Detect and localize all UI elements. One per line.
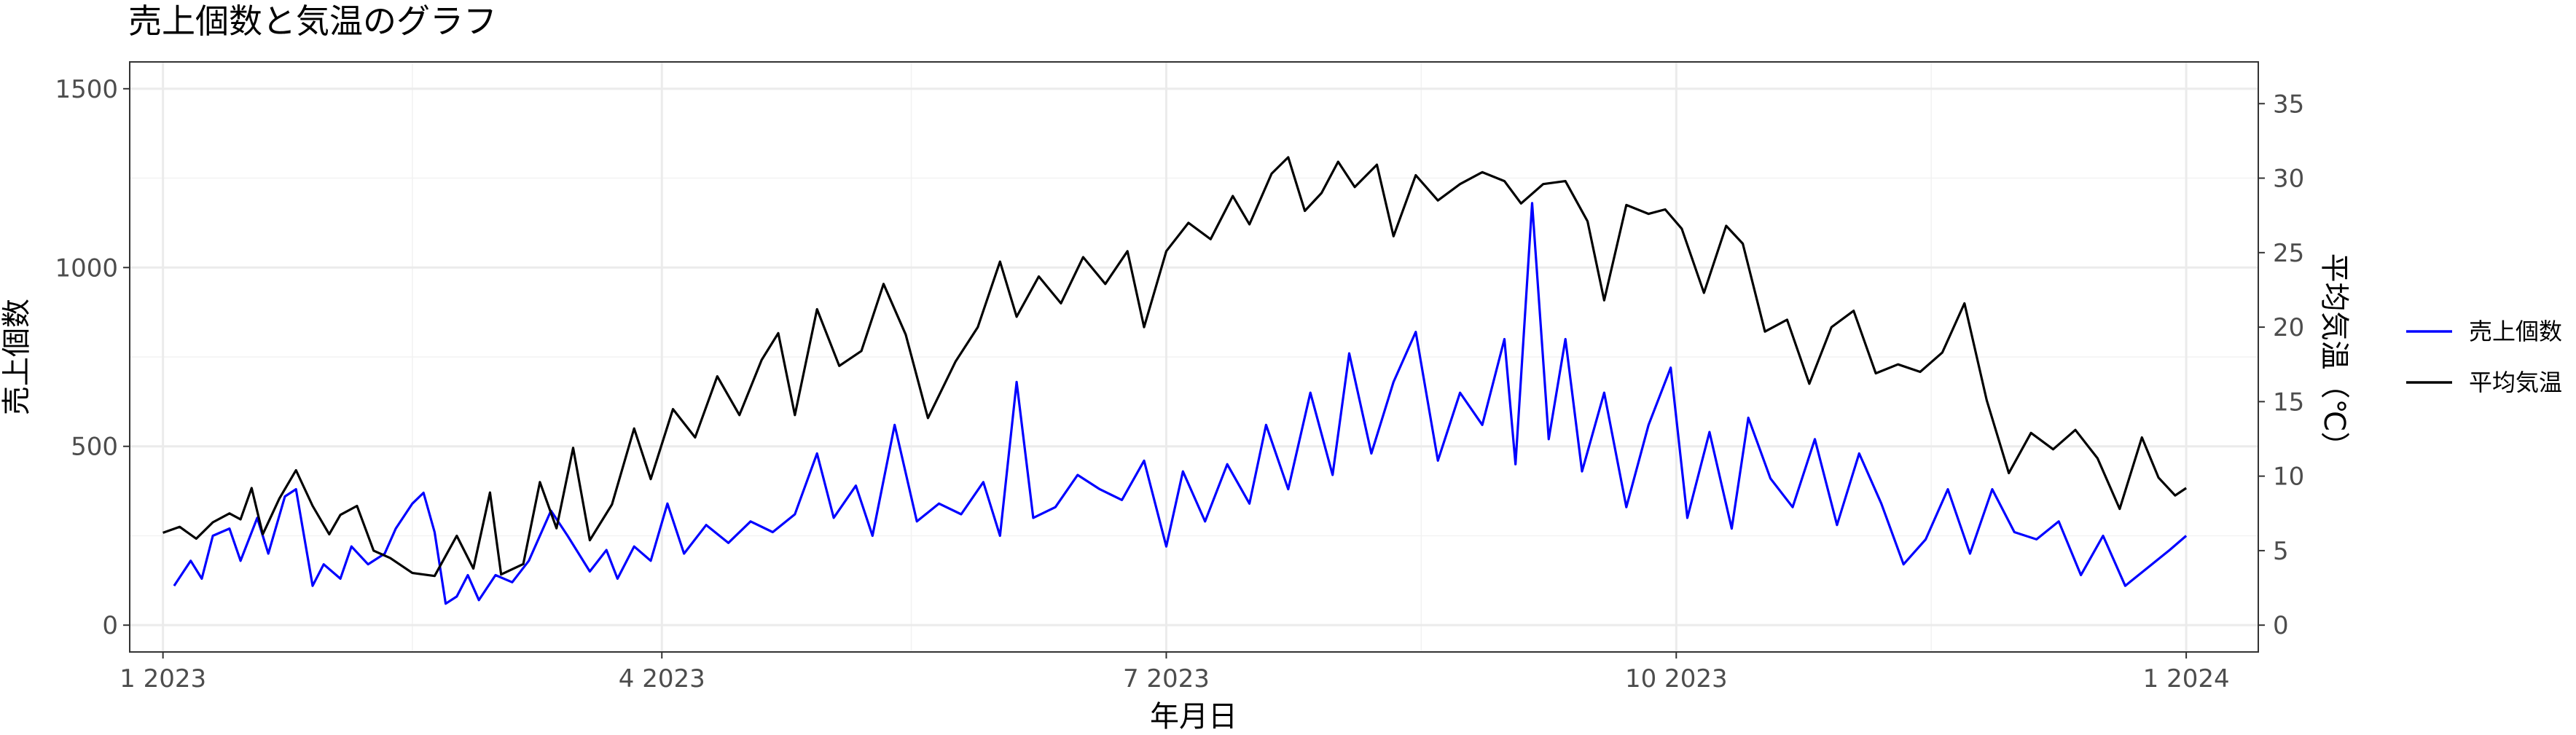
series-line-temperature [163,156,2187,578]
y-axis-title: 売上個数 [0,299,34,415]
y2-tick-label: 30 [2273,165,2304,194]
x-tick-label: 1 2023 [120,664,206,693]
y2-tick-label: 5 [2273,537,2289,566]
y2-axis-title: 平均気温（℃） [2317,253,2351,461]
x-tick-label: 1 2024 [2143,664,2230,693]
y2-tick-label: 20 [2273,313,2304,342]
grid-lines [130,62,2258,652]
y-tick-label: 0 [102,611,118,640]
x-axis-title: 年月日 [1150,700,1237,732]
y2-tick-label: 10 [2273,463,2304,492]
x-tick-label: 7 2023 [1123,664,1210,693]
legend-label: 売上個数 [2469,318,2562,345]
plot-border [129,61,2259,653]
y2-tick-label: 0 [2273,611,2289,640]
y2-tick-label: 35 [2273,90,2304,119]
y-tick-label: 1000 [55,253,118,283]
y2-tick-label: 15 [2273,388,2304,417]
chart-title: 売上個数と気温のグラフ [128,1,497,41]
x-tick-label: 10 2023 [1625,664,1728,693]
y2-tick-label: 25 [2273,239,2304,268]
series-lines [163,156,2188,605]
series-line-sales [173,202,2188,605]
x-tick-label: 4 2023 [619,664,705,693]
y-tick-label: 500 [71,433,118,462]
y-tick-label: 1500 [55,75,118,104]
legend-label: 平均気温 [2469,369,2562,396]
axes: 0 500 1000 1500 1 2023 4 2023 7 2023 10 2023 1 2… [55,75,2304,693]
